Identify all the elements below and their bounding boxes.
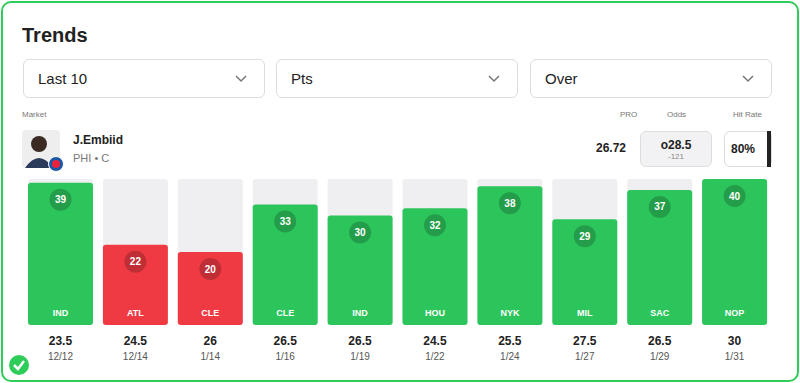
svg-text:1/24: 1/24	[500, 351, 520, 362]
html-text:Pts: Pts	[291, 70, 313, 87]
svg-text:1/29: 1/29	[650, 351, 670, 362]
svg-text:1/14: 1/14	[201, 351, 221, 362]
html-text:Hit Rate: Hit Rate	[733, 110, 762, 119]
svg-text:HOU: HOU	[425, 308, 445, 318]
svg-text:IND: IND	[53, 308, 69, 318]
svg-text:NOP: NOP	[725, 308, 745, 318]
html-text:J.Embiid: J.Embiid	[73, 133, 123, 147]
svg-text:ATL: ATL	[127, 308, 144, 318]
svg-text:27.5: 27.5	[573, 334, 597, 348]
svg-text:33: 33	[280, 216, 292, 227]
svg-text:26.5: 26.5	[273, 334, 297, 348]
svg-text:22: 22	[130, 256, 142, 267]
svg-text:24.5: 24.5	[124, 334, 148, 348]
html-text:Odds: Odds	[667, 110, 687, 119]
html-text:PRO: PRO	[620, 110, 638, 119]
svg-text:29: 29	[579, 231, 591, 242]
svg-text:1/22: 1/22	[425, 351, 445, 362]
html-text:PHI • C: PHI • C	[73, 152, 110, 164]
svg-text:26.5: 26.5	[648, 334, 672, 348]
html-text:-121: -121	[668, 152, 684, 161]
svg-text:38: 38	[504, 198, 516, 209]
svg-text:IND: IND	[352, 308, 368, 318]
svg-text:24.5: 24.5	[423, 334, 447, 348]
svg-text:NYK: NYK	[500, 308, 520, 318]
svg-text:1/31: 1/31	[725, 351, 745, 362]
svg-text:MIL: MIL	[577, 308, 593, 318]
svg-text:26: 26	[204, 334, 218, 348]
html-text:o28.5: o28.5	[660, 138, 692, 152]
svg-text:20: 20	[205, 264, 217, 275]
svg-text:SAC: SAC	[650, 308, 670, 318]
html-text:80%: 80%	[731, 142, 755, 156]
svg-text:30: 30	[728, 334, 742, 348]
svg-text:12/14: 12/14	[123, 351, 148, 362]
svg-text:25.5: 25.5	[498, 334, 522, 348]
html-text:Trends: Trends	[22, 24, 88, 46]
svg-text:1/27: 1/27	[575, 351, 595, 362]
html-text:Last 10: Last 10	[38, 70, 88, 87]
html-text:Over: Over	[545, 70, 578, 87]
svg-text:40: 40	[729, 191, 741, 202]
svg-text:30: 30	[355, 227, 367, 238]
svg-text:12/12: 12/12	[48, 351, 73, 362]
svg-text:CLE: CLE	[201, 308, 219, 318]
svg-text:CLE: CLE	[276, 308, 294, 318]
html-text:Market: Market	[22, 110, 47, 119]
svg-text:1/16: 1/16	[275, 351, 295, 362]
svg-text:26.5: 26.5	[348, 334, 372, 348]
svg-text:23.5: 23.5	[49, 334, 73, 348]
svg-text:39: 39	[55, 194, 67, 205]
svg-text:32: 32	[429, 220, 441, 231]
svg-text:37: 37	[654, 201, 666, 212]
html-text:26.72: 26.72	[596, 141, 626, 155]
svg-text:1/19: 1/19	[350, 351, 370, 362]
